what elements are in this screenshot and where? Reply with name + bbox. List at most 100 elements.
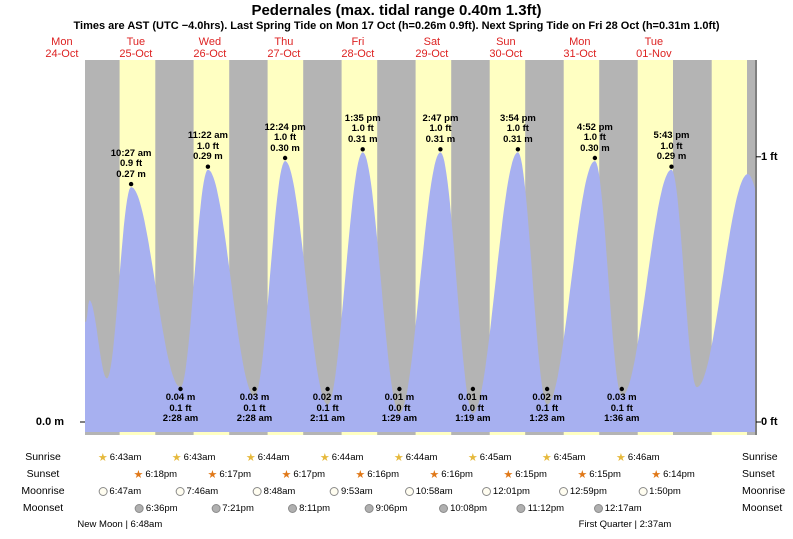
day-label-line: 30-Oct xyxy=(489,48,523,60)
tide-curve-area xyxy=(85,152,755,433)
sunset-time: 6:14pm xyxy=(663,469,695,480)
moonrise-time: 8:48am xyxy=(263,486,296,497)
high-tide-annotation-line: 1.0 ft xyxy=(429,123,452,135)
sunset-time: 6:17pm xyxy=(293,469,326,480)
low-tide-dot xyxy=(470,386,476,392)
y-axis-label-1ft: 1 ft xyxy=(761,151,778,163)
low-tide-annotation-line: 0.1 ft xyxy=(169,402,192,414)
day-label-line: Mon xyxy=(569,36,591,48)
moonrise-row-label-right: Moonrise xyxy=(742,485,786,497)
high-tide-annotation: 3:54 pm 1.0 ft 0.31 m xyxy=(500,113,536,146)
moonrise-icon xyxy=(404,487,414,496)
moonset-time: 6:36pm xyxy=(145,503,178,514)
low-tide-annotation-line: 0.03 m xyxy=(607,392,637,403)
sunset-time: 6:16pm xyxy=(441,469,473,480)
day-label: Wed 26-Oct xyxy=(193,36,226,60)
sunrise-icon: ★ xyxy=(171,451,182,464)
high-tide-annotation-line: 12:24 pm xyxy=(264,121,306,133)
low-tide-annotation-line: 0.02 m xyxy=(532,392,562,403)
sunset-icon: ★ xyxy=(429,468,440,481)
sunrise-time: 6:44am xyxy=(331,452,364,463)
high-tide-annotation: 11:22 am 1.0 ft 0.29 m xyxy=(188,131,228,163)
sunset-icon: ★ xyxy=(207,468,218,481)
moonset-icon xyxy=(439,504,449,513)
day-label-line: Thu xyxy=(274,36,294,48)
low-tide-annotation-line: 0.01 m xyxy=(384,392,415,403)
high-tide-dot xyxy=(669,164,674,169)
low-tide-annotation-line: 0.0 ft xyxy=(388,402,411,414)
sunrise-entry: ★ 6:44am xyxy=(246,452,290,463)
sunrise-time: 6:43am xyxy=(183,452,216,463)
high-tide-dot xyxy=(438,147,443,152)
high-tide-annotation-line: 1:35 pm xyxy=(344,112,381,124)
moonset-entry: 6:36pm xyxy=(134,503,178,514)
sunset-entry: ★ 6:17pm xyxy=(281,469,325,480)
moonrise-time: 6:47am xyxy=(109,486,142,497)
moonset-icon xyxy=(364,504,374,513)
page-title: Pedernales (max. tidal range 0.40m 1.3ft… xyxy=(251,2,542,19)
sunrise-icon: ★ xyxy=(541,451,552,464)
high-tide-annotation-line: 0.27 m xyxy=(116,168,146,180)
sunrise-time: 6:46am xyxy=(627,452,660,463)
day-label: Sun 30-Oct xyxy=(489,36,522,60)
low-tide-dot xyxy=(544,386,550,392)
low-tide-annotation-line: 0.02 m xyxy=(312,392,343,403)
day-label-line: Wed xyxy=(198,36,222,48)
sunset-entry: ★ 6:16pm xyxy=(355,469,399,480)
sunrise-icon: ★ xyxy=(615,451,626,464)
moonrise-time: 12:01pm xyxy=(492,486,530,497)
moonset-time: 7:21pm xyxy=(222,503,254,514)
low-tide-annotation-line: 2:28 am xyxy=(162,413,199,424)
day-label: Mon 24-Oct xyxy=(45,36,78,60)
day-label-line: Tue xyxy=(644,36,664,48)
high-tide-annotation-line: 2:47 pm xyxy=(422,112,459,124)
moonrise-icon xyxy=(638,487,648,496)
high-tide-annotation-line: 10:27 am xyxy=(110,147,152,159)
moonrise-entry: 7:46am xyxy=(175,486,218,497)
sunrise-time: 6:45am xyxy=(553,452,586,463)
high-tide-annotation-line: 1.0 ft xyxy=(583,132,606,143)
day-label-line: 28-Oct xyxy=(341,48,375,60)
sunset-icon: ★ xyxy=(355,468,366,481)
low-tide-annotation: 0.02 m 0.1 ft 2:11 am xyxy=(310,392,345,425)
high-tide-annotation: 1:35 pm 1.0 ft 0.31 m xyxy=(344,112,381,146)
high-tide-annotation-line: 1.0 ft xyxy=(660,140,683,152)
high-tide-annotation-line: 0.30 m xyxy=(580,142,610,154)
sunrise-entry: ★ 6:46am xyxy=(616,452,660,463)
sunrise-time: 6:44am xyxy=(257,452,290,463)
day-label-line: Mon xyxy=(51,36,73,48)
sunset-time: 6:15pm xyxy=(515,469,547,480)
day-label: Thu 27-Oct xyxy=(267,36,300,60)
high-tide-dot xyxy=(128,181,134,187)
moonset-row-label-left: Moonset xyxy=(22,502,64,514)
sunset-icon: ★ xyxy=(133,468,144,481)
sunrise-icon: ★ xyxy=(245,451,256,464)
moon-phase-entry: New Moon | 6:48am xyxy=(77,519,163,530)
high-tide-annotation: 10:27 am 0.9 ft 0.27 m xyxy=(110,147,152,181)
sunset-entry: ★ 6:15pm xyxy=(503,469,547,480)
moonset-icon xyxy=(516,504,526,513)
high-tide-annotation-line: 0.31 m xyxy=(347,133,378,145)
sunset-entry: ★ 6:15pm xyxy=(577,469,621,480)
moonrise-entry: 9:53am xyxy=(329,486,373,497)
sunset-time: 6:16pm xyxy=(367,469,399,480)
moonset-icon xyxy=(211,504,221,513)
high-tide-annotation-line: 0.31 m xyxy=(503,133,533,145)
moonrise-row-label-left: Moonrise xyxy=(21,485,65,497)
moonrise-entry: 10:58am xyxy=(404,486,453,497)
sunrise-row-label-right: Sunrise xyxy=(742,451,778,463)
sunrise-time: 6:44am xyxy=(405,452,438,463)
sunset-entry: ★ 6:16pm xyxy=(429,469,473,480)
day-label-line: 27-Oct xyxy=(267,48,301,60)
y-axis-label-meters: 0.0 m xyxy=(35,416,65,428)
low-tide-annotation-line: 1:29 am xyxy=(381,413,418,424)
sunset-icon: ★ xyxy=(577,468,588,481)
sunrise-icon: ★ xyxy=(467,451,478,464)
day-label: Sat 29-Oct xyxy=(415,36,448,60)
sunrise-entry: ★ 6:44am xyxy=(394,452,438,463)
sunset-icon: ★ xyxy=(651,468,662,481)
low-tide-annotation-line: 0.0 ft xyxy=(461,402,485,414)
moonrise-icon xyxy=(98,487,108,496)
